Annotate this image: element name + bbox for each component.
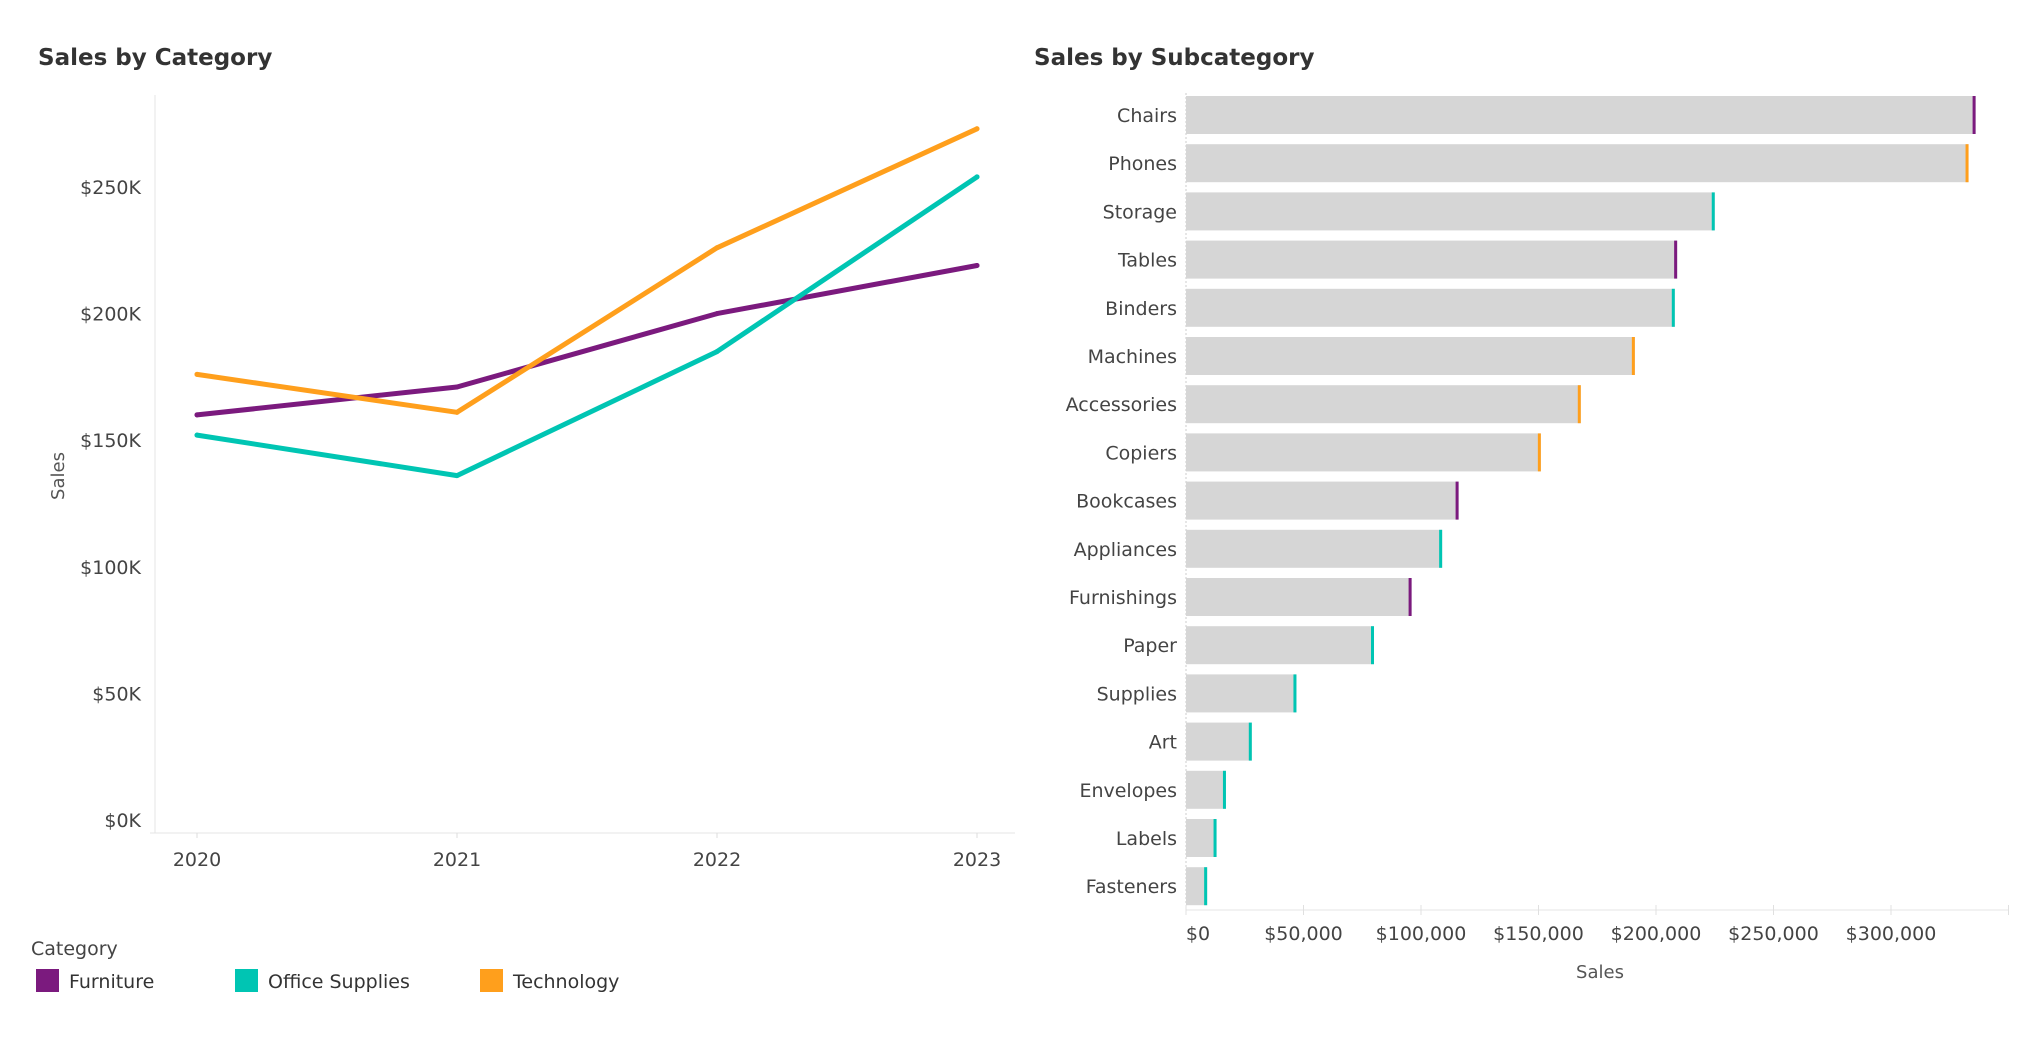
category-label: Labels — [1116, 828, 1177, 850]
category-label: Machines — [1088, 346, 1177, 368]
data-point — [194, 371, 200, 377]
category-label: Appliances — [1074, 539, 1177, 561]
bar-end-marker — [1371, 626, 1374, 665]
bar-labels — [1186, 819, 1217, 857]
legend-item-label: Technology — [512, 971, 619, 993]
category-label: Furnishings — [1069, 587, 1177, 609]
series-line-technology — [194, 126, 980, 415]
category-label: Chairs — [1117, 105, 1177, 127]
x-tick-label: 2023 — [953, 849, 1001, 871]
bar-fasteners — [1186, 867, 1208, 906]
y-tick-label: $0K — [104, 810, 141, 832]
bar-art — [1186, 722, 1252, 761]
data-point — [974, 126, 980, 132]
x-tick-label: $150,000 — [1493, 923, 1584, 945]
x-tick-label: $200,000 — [1611, 923, 1702, 945]
y-tick-label: $150K — [80, 430, 141, 452]
bar-furnishings — [1186, 578, 1412, 616]
data-point — [194, 432, 200, 438]
legend-item-label: Furniture — [69, 971, 154, 993]
category-label: Binders — [1105, 298, 1177, 320]
data-point — [714, 311, 720, 317]
line-chart-title: Sales by Category — [38, 45, 272, 71]
bar-storage — [1186, 192, 1715, 231]
data-point — [454, 409, 460, 415]
category-label: Accessories — [1066, 394, 1177, 416]
category-label: Envelopes — [1079, 780, 1177, 802]
x-tick-label: $300,000 — [1846, 923, 1937, 945]
category-label: Storage — [1103, 201, 1177, 223]
bar-end-marker — [1439, 529, 1443, 568]
bar-accessories — [1186, 385, 1581, 424]
category-label: Phones — [1108, 153, 1177, 175]
bar-chairs — [1186, 96, 1976, 134]
y-tick-label: $50K — [92, 683, 141, 705]
y-tick-label: $250K — [80, 177, 141, 199]
y-tick-label: $100K — [80, 557, 141, 579]
x-tick-label: $100,000 — [1376, 923, 1467, 945]
x-tick-label: 2022 — [693, 849, 741, 871]
bar-tables — [1186, 240, 1678, 279]
data-point — [974, 262, 980, 268]
legend-swatch — [235, 969, 258, 992]
category-label: Art — [1149, 732, 1177, 754]
bar-copiers — [1186, 433, 1541, 472]
data-point — [974, 174, 980, 180]
bar-machines — [1186, 337, 1635, 375]
bar-end-marker — [1577, 385, 1581, 424]
legend: Furniture Office Supplies Technology — [36, 969, 619, 993]
series-line-office-supplies — [194, 174, 980, 479]
bar-end-marker — [1972, 96, 1976, 134]
bar-end-marker — [1537, 433, 1541, 472]
bar-end-marker — [1671, 288, 1675, 327]
legend-swatch — [480, 969, 503, 992]
bar-end-marker — [1222, 770, 1226, 809]
bar-chart: $0 $50,000 $100,000 $150,000 $200,000 $250,00… — [1066, 93, 2009, 945]
bar-end-marker — [1674, 240, 1678, 279]
y-tick-label: $200K — [80, 304, 141, 326]
x-tick-label: 2021 — [433, 849, 481, 871]
bar-end-marker — [1213, 819, 1217, 857]
series-line-furniture — [194, 263, 980, 418]
bar-bookcases — [1186, 481, 1459, 520]
bar-phones — [1186, 144, 1969, 183]
x-tick-label: $250,000 — [1728, 923, 1819, 945]
category-label: Paper — [1123, 635, 1177, 657]
bar-paper — [1186, 626, 1374, 665]
data-point — [714, 349, 720, 355]
x-tick-label: 2020 — [173, 849, 221, 871]
bar-end-marker — [1711, 192, 1715, 231]
category-label: Fasteners — [1086, 876, 1177, 898]
bar-appliances — [1186, 529, 1443, 568]
data-point — [714, 245, 720, 251]
bar-x-axis-label: Sales — [1576, 962, 1624, 983]
data-point — [454, 473, 460, 479]
bar-end-marker — [1248, 722, 1252, 761]
category-label: Supplies — [1097, 683, 1177, 705]
legend-title: Category — [31, 938, 118, 960]
bar-chart-title: Sales by Subcategory — [1034, 45, 1314, 71]
bar-end-marker — [1631, 337, 1635, 375]
category-label: Tables — [1117, 250, 1177, 272]
legend-item-label: Office Supplies — [268, 971, 410, 993]
category-label: Bookcases — [1076, 491, 1177, 513]
data-point — [454, 384, 460, 390]
bar-end-marker — [1965, 144, 1969, 183]
legend-swatch — [36, 969, 59, 992]
bar-end-marker — [1408, 578, 1412, 616]
x-tick-label: $50,000 — [1264, 923, 1343, 945]
bar-end-marker — [1293, 674, 1297, 713]
bar-binders — [1186, 288, 1675, 327]
line-y-axis-label: Sales — [48, 452, 69, 500]
category-label: Copiers — [1105, 442, 1177, 464]
x-tick-label: $0 — [1186, 923, 1210, 945]
bar-end-marker — [1204, 867, 1208, 906]
bar-envelopes — [1186, 770, 1226, 809]
data-point — [194, 412, 200, 418]
bar-end-marker — [1455, 481, 1459, 520]
bar-supplies — [1186, 674, 1297, 713]
line-chart: $0K $50K $100K $150K $200K $250K 2020 2021 2022 2… — [80, 95, 1015, 871]
